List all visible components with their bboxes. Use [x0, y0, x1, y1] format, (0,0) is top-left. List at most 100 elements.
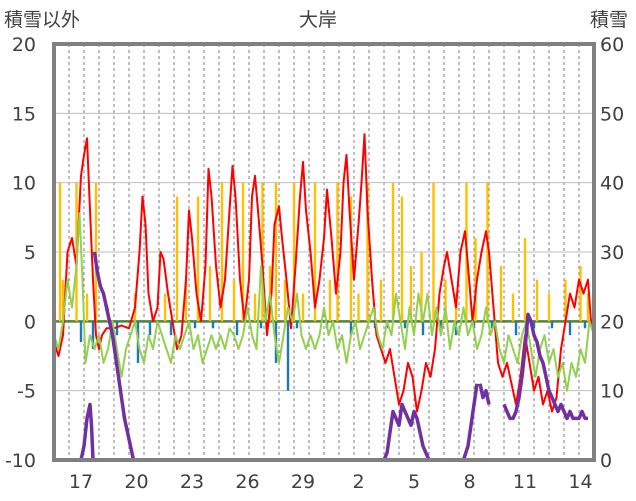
x-tick-label: 17: [69, 471, 93, 493]
bar-mark: [79, 321, 83, 343]
bar-mark: [420, 252, 423, 322]
bar-mark: [532, 321, 536, 329]
bar-mark: [499, 265, 503, 322]
bar-mark: [432, 182, 435, 322]
snow-depth-line: [92, 251, 479, 462]
snow-depth-line: [502, 312, 588, 421]
bar-mark: [85, 293, 89, 322]
bar-mark: [421, 321, 425, 336]
bar-mark: [196, 196, 200, 322]
bar-mark: [366, 182, 369, 322]
bar-mark: [232, 279, 236, 322]
bar-mark: [241, 182, 245, 322]
bar-mark: [235, 321, 239, 336]
series-line-2: [53, 133, 595, 413]
bar-mark: [403, 321, 407, 329]
bar-mark: [61, 279, 65, 322]
bar-mark: [586, 293, 590, 322]
bar-mark: [514, 321, 518, 336]
bar-mark: [486, 182, 489, 322]
x-tick-label: 8: [463, 471, 475, 493]
bar-mark: [58, 182, 62, 322]
x-tick-label: 11: [513, 471, 537, 493]
bar-mark: [490, 321, 494, 329]
bar-mark: [220, 182, 224, 322]
left-tick-label: -5: [17, 381, 36, 403]
right-tick-label: 50: [600, 103, 624, 125]
bar-mark: [444, 279, 447, 322]
bar-mark: [336, 182, 339, 322]
left-tick-label: 20: [12, 34, 36, 56]
bar-mark: [292, 182, 296, 322]
bar-mark: [259, 321, 263, 329]
bar-mark: [301, 293, 305, 322]
left-y-ticks: 20 15 10 5 0 -5 -10: [5, 34, 36, 472]
left-tick-label: 5: [24, 242, 36, 264]
bar-mark: [349, 196, 353, 322]
snow-depth-line: [478, 383, 491, 405]
right-tick-label: 0: [600, 450, 612, 472]
right-tick-label: 40: [600, 173, 624, 195]
bar-mark: [379, 279, 383, 322]
bar-mark: [274, 182, 278, 322]
x-tick-label: 26: [235, 471, 259, 493]
bar-mark: [474, 238, 477, 322]
bar-mark: [328, 279, 332, 322]
bar-mark: [535, 279, 539, 322]
x-tick-label: 5: [408, 471, 420, 493]
bar-mark: [211, 321, 215, 329]
x-tick-label: 20: [124, 471, 148, 493]
x-tick-label: 29: [291, 471, 315, 493]
bar-mark: [511, 293, 515, 322]
left-tick-label: 0: [24, 311, 36, 333]
bar-mark: [295, 321, 299, 329]
bar-mark: [148, 321, 152, 336]
bar-mark: [313, 182, 317, 322]
x-ticks: 17 20 23 26 29 2 5 8 11 14: [69, 471, 593, 493]
bar-mark: [583, 321, 587, 329]
bar-mark: [253, 293, 257, 322]
bar-mark: [193, 321, 197, 329]
bar-mark: [349, 321, 353, 336]
bar-mark: [163, 293, 167, 322]
bar-mark: [357, 293, 360, 322]
bar-mark: [261, 182, 264, 322]
plot-frame: [52, 42, 596, 462]
bar-mark: [283, 279, 287, 322]
bar-mark: [409, 265, 413, 322]
x-tick-label: 2: [352, 471, 364, 493]
bar-mark: [286, 321, 290, 391]
bar-mark: [547, 293, 551, 322]
right-tick-label: 10: [600, 381, 624, 403]
right-tick-label: 20: [600, 311, 624, 333]
bar-mark: [115, 321, 119, 336]
bar-mark: [169, 321, 173, 336]
bar-mark: [550, 321, 554, 329]
chart-title: 大岸: [299, 9, 337, 31]
left-tick-label: 15: [12, 103, 36, 125]
x-tick-label: 23: [180, 471, 204, 493]
x-tick-label: 14: [568, 471, 592, 493]
bar-mark: [400, 196, 404, 322]
right-y-ticks: 60 50 40 30 20 10 0: [600, 34, 624, 472]
left-axis-label: 積雪以外: [4, 9, 80, 31]
right-tick-label: 60: [600, 34, 624, 56]
series-layer: [53, 133, 595, 462]
bar-mark: [439, 321, 443, 329]
series-line-3: [53, 212, 595, 392]
bar-mark: [391, 182, 395, 322]
bar-mark: [184, 279, 188, 322]
bar-mark: [568, 321, 572, 336]
bar-mark: [523, 238, 527, 322]
bar-mark: [91, 321, 95, 350]
left-tick-label: -10: [5, 450, 36, 472]
left-tick-label: 10: [12, 173, 36, 195]
bar-mark: [579, 265, 582, 322]
right-axis-label: 積雪: [590, 9, 628, 31]
bar-mark: [564, 279, 567, 322]
bar-mark: [175, 196, 179, 322]
bar-mark: [208, 265, 212, 322]
right-tick-label: 30: [600, 242, 624, 264]
